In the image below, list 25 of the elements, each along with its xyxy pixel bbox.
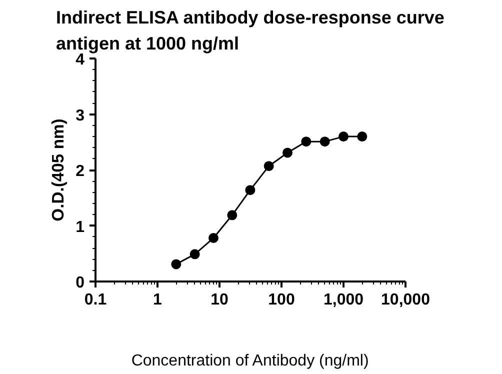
point: [301, 136, 312, 147]
y-tick-label: 2: [76, 163, 85, 180]
point: [245, 185, 256, 196]
y-tick-label: 4: [76, 52, 85, 68]
point: [282, 148, 293, 158]
point: [320, 136, 330, 147]
x-tick-label: 0.1: [84, 292, 107, 308]
x-tick-label: 1: [153, 292, 162, 308]
x-tick-label: 1,000: [323, 292, 364, 308]
point: [208, 233, 218, 244]
point: [190, 249, 200, 260]
y-tick-label: 3: [76, 107, 85, 124]
chart-title: Indirect ELISA antibody dose-response curve antigen at 1000 ng/ml: [56, 8, 444, 54]
point: [227, 210, 238, 220]
point: [338, 132, 348, 142]
x-axis-title: Concentration of Antibody (ng/ml): [131, 352, 369, 370]
y-axis-title: O.D.(405 nm): [48, 118, 68, 222]
y-tick-label: 0: [76, 274, 85, 292]
x-tick-label: 10: [210, 292, 228, 308]
x-tick-label: 10,000: [381, 292, 430, 308]
point: [357, 132, 368, 142]
point: [264, 161, 274, 172]
point: [171, 259, 182, 270]
y-tick-label: 1: [76, 218, 85, 236]
x-tick-label: 100: [268, 292, 295, 308]
